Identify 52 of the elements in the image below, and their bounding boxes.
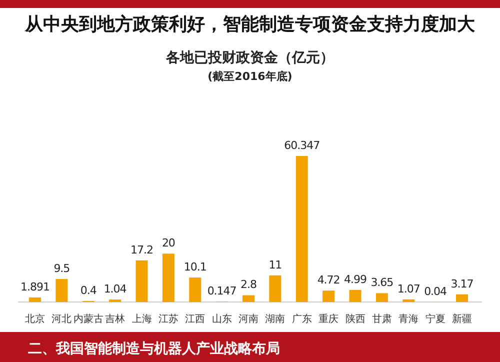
bar — [376, 293, 388, 302]
data-label: 4.99 — [344, 272, 367, 286]
bar — [269, 275, 282, 302]
x-tick-label: 上海 — [132, 313, 152, 325]
data-label: 60.347 — [284, 139, 320, 152]
x-tick-label: 宁夏 — [425, 313, 446, 325]
x-tick-label: 江苏 — [158, 313, 178, 325]
bar — [349, 290, 362, 302]
data-label: 1.891 — [20, 280, 50, 294]
x-tick-label: 河南 — [238, 313, 258, 325]
x-tick-label: 青海 — [398, 313, 419, 325]
data-label: 4.72 — [317, 274, 340, 287]
data-label: 10.1 — [184, 260, 206, 274]
x-tick-label: 内蒙古 — [73, 313, 104, 325]
x-tick-label: 重庆 — [318, 313, 339, 325]
x-tick-label: 新疆 — [452, 313, 472, 325]
bar — [29, 297, 41, 302]
bar — [136, 260, 148, 302]
data-label: 3.65 — [370, 276, 394, 290]
bar — [162, 254, 174, 302]
data-label: 9.5 — [54, 262, 70, 276]
x-tick-label: 湖南 — [265, 313, 286, 325]
data-label: 0.04 — [424, 284, 448, 298]
bar — [322, 290, 335, 302]
x-tick-label: 河北 — [52, 313, 72, 325]
text: 二、我国智能制造与机器人产业战略布局 — [28, 340, 280, 357]
x-tick-label: 陕西 — [345, 313, 366, 325]
data-label: 1.04 — [104, 282, 127, 296]
bar — [189, 278, 202, 302]
x-tick-label: 江西 — [185, 313, 206, 325]
x-tick-label: 广东 — [292, 313, 312, 325]
x-tick-label: 甘肃 — [372, 313, 392, 325]
data-label: 0.4 — [80, 284, 97, 298]
data-label: 11 — [268, 258, 282, 272]
bar — [402, 299, 415, 302]
x-tick-label: 山东 — [212, 313, 232, 325]
bar — [296, 156, 308, 302]
data-label: 3.17 — [450, 277, 474, 290]
data-label: 20 — [162, 236, 176, 250]
bar — [242, 295, 254, 302]
x-tick-label: 北京 — [25, 313, 45, 325]
bar — [456, 294, 468, 302]
data-label: 1.07 — [397, 282, 420, 296]
bar — [109, 299, 122, 302]
data-label: 17.2 — [130, 243, 153, 256]
data-label: 2.8 — [240, 278, 257, 292]
bar — [56, 279, 68, 302]
x-tick-label: 吉林 — [105, 313, 126, 325]
chart-subtitle: 各地已投财政资金（亿元） — [165, 50, 334, 66]
data-label: 0.147 — [207, 284, 237, 298]
chart-title: 从中央到地方政策利好，智能制造专项资金支持力度加大 — [24, 14, 476, 35]
text: (截至2016年底) — [208, 70, 292, 83]
